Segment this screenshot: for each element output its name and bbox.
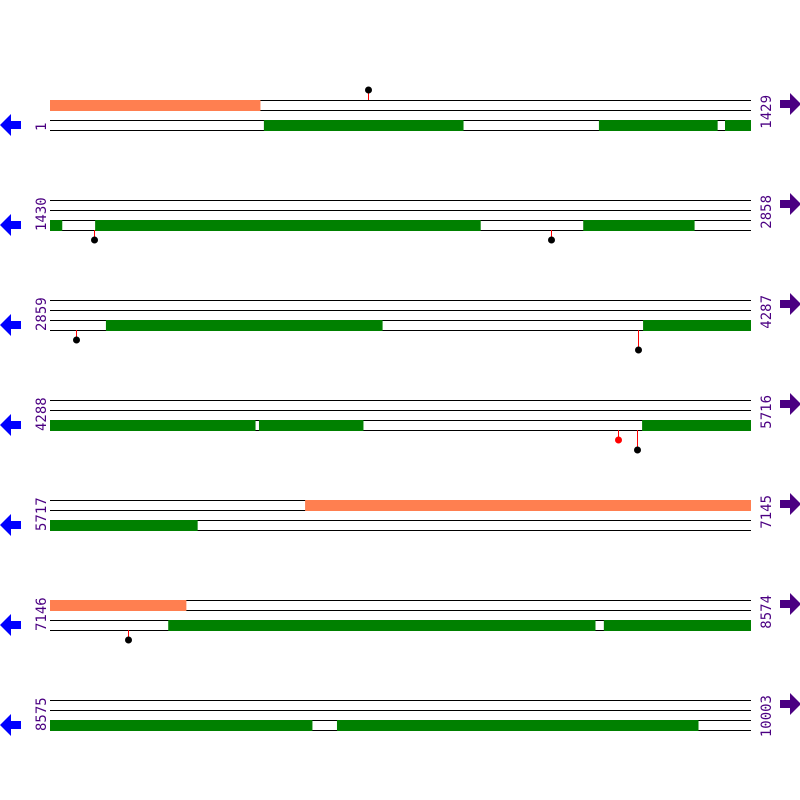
gene-bar bbox=[258, 420, 364, 431]
region-bar bbox=[50, 600, 187, 611]
arrow-left-icon bbox=[0, 614, 21, 636]
row-start-label: 1430 bbox=[34, 197, 50, 231]
row-end-label: 10003 bbox=[759, 695, 775, 737]
row-start-label: 7146 bbox=[34, 597, 50, 631]
sequence-row: 5717 7145 bbox=[0, 493, 800, 536]
row-start-label: 4288 bbox=[34, 397, 50, 431]
arrow-right-icon bbox=[780, 193, 800, 215]
arrow-left-icon bbox=[0, 214, 21, 236]
arrow-left-icon bbox=[0, 414, 21, 436]
marker-dot bbox=[615, 436, 622, 444]
arrow-right-icon bbox=[780, 493, 800, 515]
row-end-label: 4287 bbox=[759, 295, 775, 329]
gene-bar bbox=[168, 620, 596, 631]
row-end-label: 1429 bbox=[759, 95, 775, 129]
marker-dot bbox=[548, 236, 555, 244]
gene-bar bbox=[643, 320, 751, 331]
gene-bar bbox=[598, 120, 718, 131]
gene-bar bbox=[95, 220, 481, 231]
marker-dot bbox=[125, 636, 132, 644]
row-end-label: 5716 bbox=[759, 395, 775, 429]
sequence-row: 4288 5716 bbox=[0, 393, 800, 454]
gene-bar bbox=[50, 720, 313, 731]
row-end-label: 8574 bbox=[759, 595, 775, 629]
sequence-row: 2859 4287 bbox=[0, 293, 800, 354]
gene-bar bbox=[105, 320, 383, 331]
row-start-label: 5717 bbox=[34, 497, 50, 531]
row-start-label: 8575 bbox=[34, 697, 50, 731]
marker-dot bbox=[635, 346, 642, 354]
region-bar bbox=[305, 500, 751, 511]
gene-bar bbox=[583, 220, 695, 231]
arrow-right-icon bbox=[780, 593, 800, 615]
sequence-row: 1 1429 bbox=[0, 86, 800, 136]
marker-dot bbox=[91, 236, 98, 244]
gene-bar bbox=[642, 420, 751, 431]
arrow-right-icon bbox=[780, 93, 800, 115]
row-start-label: 1 bbox=[34, 123, 50, 131]
row-end-label: 7145 bbox=[759, 495, 775, 529]
arrow-right-icon bbox=[780, 693, 800, 715]
marker-dot bbox=[73, 336, 80, 344]
gene-bar bbox=[603, 620, 751, 631]
arrow-left-icon bbox=[0, 714, 21, 736]
gene-bar bbox=[725, 120, 751, 131]
gene-bar bbox=[50, 420, 256, 431]
arrow-left-icon bbox=[0, 514, 21, 536]
row-end-label: 2858 bbox=[759, 195, 775, 229]
gene-bar bbox=[336, 720, 699, 731]
marker-dot bbox=[365, 86, 372, 94]
arrow-right-icon bbox=[780, 393, 800, 415]
gene-bar bbox=[50, 220, 63, 231]
arrow-left-icon bbox=[0, 314, 21, 336]
arrow-left-icon bbox=[0, 114, 21, 136]
gene-bar bbox=[263, 120, 464, 131]
sequence-row: 8575 10003 bbox=[0, 693, 800, 737]
row-start-label: 2859 bbox=[34, 297, 50, 331]
sequence-row: 1430 2858 bbox=[0, 193, 800, 244]
marker-dot bbox=[634, 446, 641, 454]
sequence-row: 7146 8574 bbox=[0, 593, 800, 644]
arrow-right-icon bbox=[780, 293, 800, 315]
region-bar bbox=[50, 100, 261, 111]
gene-bar bbox=[50, 520, 198, 531]
